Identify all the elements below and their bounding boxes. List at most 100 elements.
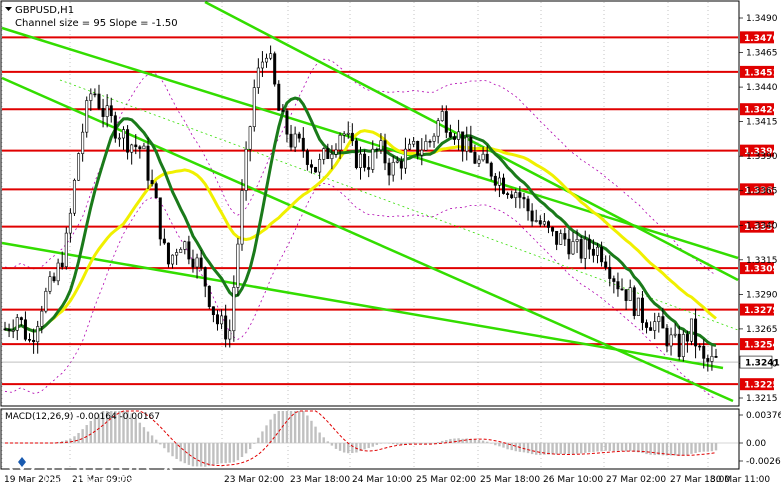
x-tick-label: 30 Mar 11:00: [710, 475, 770, 485]
candle-body: [555, 230, 559, 245]
candle-body: [571, 241, 575, 255]
candle-body: [473, 151, 477, 164]
level-badge: [740, 303, 774, 316]
macd-histogram: 0.00376 0.00 -0.0026: [2, 410, 781, 467]
level-badge: [740, 103, 774, 116]
level-label: 1.3394: [744, 147, 779, 157]
level-badge: [740, 338, 774, 351]
time-axis: 19 Mar 2025 21 Mar 09:00 23 Mar 02:00 23 Ma…: [4, 475, 770, 485]
level-label: 1.3476: [744, 34, 779, 44]
candle-body: [457, 131, 461, 140]
candle-body: [399, 160, 403, 169]
band-upper: [4, 58, 717, 276]
candle-body: [661, 316, 665, 329]
candle-body: [195, 257, 199, 268]
candle-body: [395, 160, 399, 163]
candle-body: [68, 212, 72, 234]
level-label: 1.3309: [744, 265, 779, 275]
candle-body: [15, 317, 19, 331]
candle-body: [640, 297, 644, 323]
candle-body: [628, 287, 632, 301]
candle-body: [465, 136, 469, 152]
candle-body: [199, 257, 203, 268]
candle-body: [252, 87, 256, 127]
candle-body: [191, 258, 195, 268]
candle-body: [649, 327, 653, 331]
candle-body: [518, 192, 522, 198]
bollinger-bands: [4, 58, 717, 400]
candle-body: [48, 276, 52, 292]
candle-body: [113, 115, 117, 139]
candle-body: [694, 318, 698, 347]
candlesticks: [3, 45, 718, 372]
candle-body: [256, 67, 260, 88]
x-tick-label: 24 Mar 10:00: [352, 475, 412, 485]
candle-body: [220, 315, 224, 325]
macd-label: MACD(12,26,9) -0.00164 -0.00167: [5, 412, 160, 422]
y-tick-label: 1.3365: [746, 187, 778, 197]
channel-lower: [1, 241, 724, 370]
candle-body: [420, 149, 424, 156]
candle-body: [428, 141, 432, 143]
level-badge: [740, 65, 774, 78]
candle-body: [175, 252, 179, 256]
candle-body: [19, 317, 23, 321]
candle-body: [665, 327, 669, 347]
candle-body: [706, 358, 710, 362]
level-badge: [740, 183, 774, 196]
candle-body: [105, 105, 109, 117]
candle-body: [575, 239, 579, 242]
candle-body: [358, 153, 362, 168]
candle-body: [281, 110, 285, 112]
candle-body: [710, 356, 714, 362]
candle-body: [318, 159, 322, 173]
candle-body: [134, 144, 138, 148]
candle-body: [273, 53, 277, 85]
candle-body: [563, 233, 567, 240]
candle-body: [215, 314, 219, 325]
x-tick-label: 26 Mar 10:00: [543, 475, 603, 485]
candle-body: [371, 148, 375, 170]
candle-body: [579, 239, 583, 259]
candle-body: [502, 177, 506, 194]
candle-body: [183, 241, 187, 250]
y-tick-label: 1.3390: [746, 152, 778, 162]
candle-body: [240, 190, 244, 245]
candle-body: [559, 233, 563, 245]
candle-body: [11, 330, 15, 332]
candle-body: [497, 177, 501, 186]
candle-body: [408, 143, 412, 150]
y-tick-label: 1.3415: [746, 118, 778, 128]
candle-body: [383, 140, 387, 164]
dropdown-triangle-icon[interactable]: [5, 7, 12, 11]
candle-body: [207, 285, 211, 307]
candle-body: [101, 108, 105, 117]
candle-body: [146, 145, 150, 181]
level-badge: [740, 144, 774, 157]
candle-body: [154, 183, 158, 199]
candle-body: [608, 267, 612, 279]
candle-body: [166, 242, 170, 265]
candle-body: [346, 132, 350, 135]
svg-text:1.3241: 1.3241: [745, 359, 780, 369]
candle-body: [64, 232, 68, 268]
candle-body: [685, 334, 689, 342]
candle-body: [616, 281, 620, 290]
candle-body: [289, 133, 293, 148]
candle-body: [171, 254, 175, 265]
candle-body: [326, 148, 330, 159]
candle-body: [93, 93, 97, 96]
y-tick-label: 1.3290: [746, 290, 778, 300]
candle-body: [636, 297, 640, 316]
candle-body: [506, 193, 510, 196]
candle-body: [493, 175, 497, 186]
level-badge: [740, 378, 774, 391]
level-label: 1.3339: [744, 223, 779, 233]
x-tick-label: 23 Mar 02:00: [224, 475, 284, 485]
x-tick-label: 19 Mar 2025: [4, 475, 61, 485]
candle-body: [269, 53, 273, 59]
candle-body: [440, 111, 444, 121]
candle-body: [591, 248, 595, 256]
candle-body: [36, 326, 40, 343]
